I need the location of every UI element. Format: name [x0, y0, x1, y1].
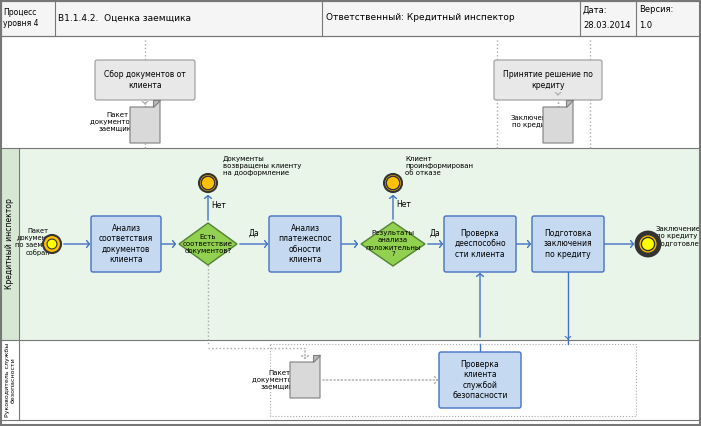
Text: Процесс
уровня 4: Процесс уровня 4	[3, 8, 39, 28]
Bar	[1, 340, 19, 420]
FancyBboxPatch shape	[91, 216, 161, 272]
FancyBboxPatch shape	[532, 216, 604, 272]
Text: Анализ
соответствия
документов
клиента: Анализ соответствия документов клиента	[99, 224, 153, 264]
Text: Сбор документов от
клиента: Сбор документов от клиента	[104, 70, 186, 90]
Polygon shape	[130, 100, 160, 143]
Circle shape	[43, 235, 61, 253]
Bar	[1, 340, 700, 420]
Polygon shape	[179, 223, 237, 265]
Text: Да: Да	[249, 229, 259, 238]
Text: Да: Да	[430, 229, 441, 238]
Text: Нет: Нет	[396, 200, 411, 209]
Polygon shape	[153, 100, 160, 107]
Bar	[1, 148, 700, 340]
FancyBboxPatch shape	[494, 60, 602, 100]
Text: Нет: Нет	[211, 201, 226, 210]
Circle shape	[47, 239, 57, 249]
Polygon shape	[566, 100, 573, 107]
FancyBboxPatch shape	[439, 352, 521, 408]
Polygon shape	[313, 355, 320, 362]
Text: Кредитный инспектор: Кредитный инспектор	[6, 199, 15, 289]
Polygon shape	[290, 355, 320, 398]
Circle shape	[637, 233, 659, 255]
Circle shape	[199, 174, 217, 192]
Circle shape	[384, 174, 402, 192]
Text: Ответственный: Кредитный инспектор: Ответственный: Кредитный инспектор	[326, 14, 515, 23]
Text: Версия:: Версия:	[639, 6, 673, 14]
Bar	[1, 1, 700, 36]
Polygon shape	[361, 222, 425, 266]
Bar	[1, 36, 700, 148]
Text: Результаты
анализа
положительны
?: Результаты анализа положительны ?	[365, 230, 421, 257]
FancyBboxPatch shape	[95, 60, 195, 100]
Text: Заключение
по кредиту: Заключение по кредиту	[510, 115, 555, 129]
Text: Клиент
проинформирован
об отказе: Клиент проинформирован об отказе	[405, 156, 473, 176]
Text: Принятие решение по
кредиту: Принятие решение по кредиту	[503, 70, 593, 90]
Text: Заключение
по кредиту
подготовлено: Заключение по кредиту подготовлено	[656, 226, 701, 246]
Text: 28.03.2014: 28.03.2014	[583, 21, 630, 31]
Text: Проверка
дееспособно
сти клиента: Проверка дееспособно сти клиента	[454, 229, 506, 259]
Text: Руководитель службы
безопасности: Руководитель службы безопасности	[5, 343, 15, 417]
Text: Пакет
документов по
заемщику: Пакет документов по заемщику	[252, 370, 306, 390]
Bar	[1, 148, 19, 340]
Text: Есть
соответствие
dокументов?: Есть соответствие dокументов?	[183, 234, 233, 254]
Text: Документы
возвращены клиенту
на дооформление: Документы возвращены клиенту на дооформл…	[223, 156, 301, 176]
Polygon shape	[543, 100, 573, 143]
Text: Проверка
клиента
службой
безопасности: Проверка клиента службой безопасности	[452, 360, 508, 400]
Text: B1.1.4.2.  Оценка заемщика: B1.1.4.2. Оценка заемщика	[58, 14, 191, 23]
Text: 1.0: 1.0	[639, 21, 652, 31]
Circle shape	[641, 237, 655, 250]
Text: Подготовка
заключения
по кредиту: Подготовка заключения по кредиту	[544, 229, 592, 259]
Text: Пакет
документов по
заемщику: Пакет документов по заемщику	[90, 112, 144, 132]
Text: Пакет
документов
по заемщику
собран: Пакет документов по заемщику собран	[15, 228, 61, 256]
FancyBboxPatch shape	[444, 216, 516, 272]
Text: Дата:: Дата:	[583, 6, 608, 14]
Text: Анализ
платежеспос
обности
клиента: Анализ платежеспос обности клиента	[278, 224, 332, 264]
FancyBboxPatch shape	[269, 216, 341, 272]
